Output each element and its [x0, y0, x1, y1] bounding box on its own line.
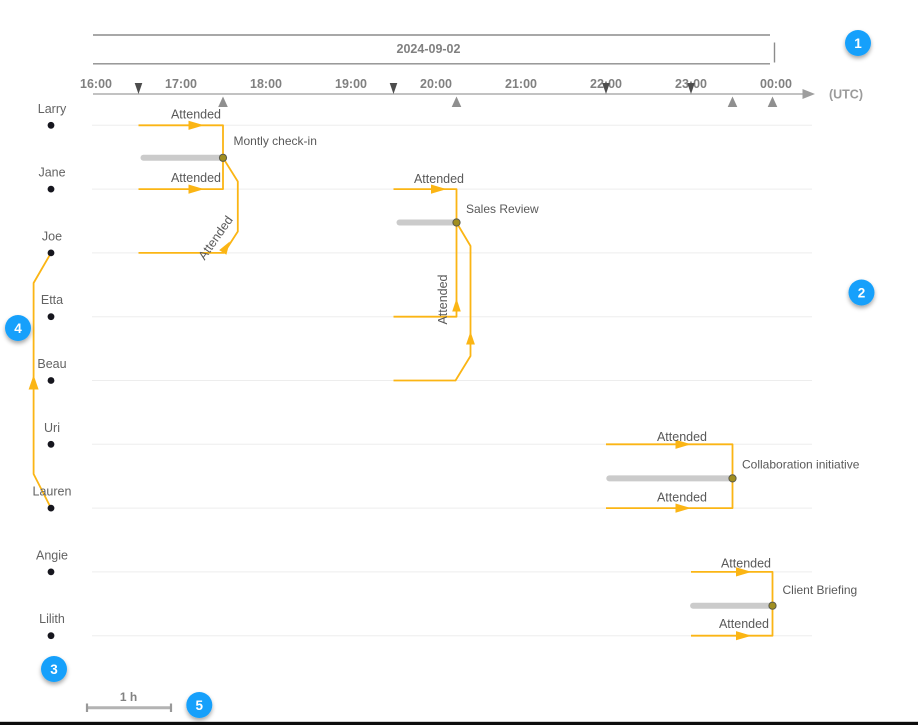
svg-text:Etta: Etta — [41, 293, 63, 307]
svg-text:Jane: Jane — [38, 166, 65, 180]
svg-text:2024-09-02: 2024-09-02 — [397, 42, 461, 56]
svg-text:Lilith: Lilith — [39, 612, 65, 626]
svg-text:1: 1 — [854, 36, 862, 51]
svg-text:(UTC): (UTC) — [829, 88, 863, 102]
svg-text:Joe: Joe — [42, 229, 62, 243]
svg-text:2: 2 — [858, 285, 866, 300]
svg-text:Attended: Attended — [719, 617, 769, 631]
svg-text:Attended: Attended — [171, 107, 221, 121]
svg-text:16:00: 16:00 — [80, 77, 112, 91]
svg-text:Collaboration initiative: Collaboration initiative — [742, 458, 860, 472]
svg-text:Attended: Attended — [414, 172, 464, 186]
svg-text:4: 4 — [14, 321, 22, 336]
svg-text:Attended: Attended — [436, 274, 450, 324]
svg-text:Sales Review: Sales Review — [466, 202, 539, 216]
svg-text:Lauren: Lauren — [33, 485, 72, 499]
svg-text:Attended: Attended — [196, 213, 236, 262]
svg-text:Attended: Attended — [657, 430, 707, 444]
svg-text:Larry: Larry — [38, 102, 67, 116]
svg-text:3: 3 — [50, 662, 58, 677]
svg-text:19:00: 19:00 — [335, 77, 367, 91]
svg-text:1 h: 1 h — [120, 690, 137, 704]
svg-text:Client Briefing: Client Briefing — [783, 583, 858, 597]
svg-text:18:00: 18:00 — [250, 77, 282, 91]
svg-text:Attended: Attended — [721, 556, 771, 570]
svg-text:Beau: Beau — [37, 357, 66, 371]
svg-text:Attended: Attended — [171, 171, 221, 185]
svg-text:20:00: 20:00 — [420, 77, 452, 91]
svg-text:00:00: 00:00 — [760, 77, 792, 91]
svg-text:17:00: 17:00 — [165, 77, 197, 91]
svg-text:21:00: 21:00 — [505, 77, 537, 91]
svg-text:Uri: Uri — [44, 421, 60, 435]
svg-text:Montly check-in: Montly check-in — [234, 134, 317, 148]
svg-text:Attended: Attended — [657, 491, 707, 505]
svg-text:5: 5 — [196, 698, 204, 713]
svg-text:Angie: Angie — [36, 548, 68, 562]
